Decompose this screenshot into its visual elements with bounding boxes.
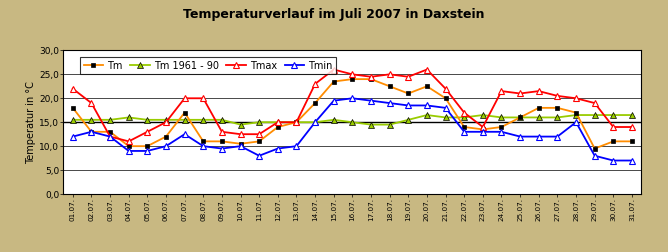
Y-axis label: Temperatur in °C: Temperatur in °C — [27, 81, 37, 164]
Text: Temperaturverlauf im Juli 2007 in Daxstein: Temperaturverlauf im Juli 2007 in Daxste… — [183, 8, 485, 21]
Legend: Tm, Tm 1961 - 90, Tmax, Tmin: Tm, Tm 1961 - 90, Tmax, Tmin — [80, 57, 336, 75]
